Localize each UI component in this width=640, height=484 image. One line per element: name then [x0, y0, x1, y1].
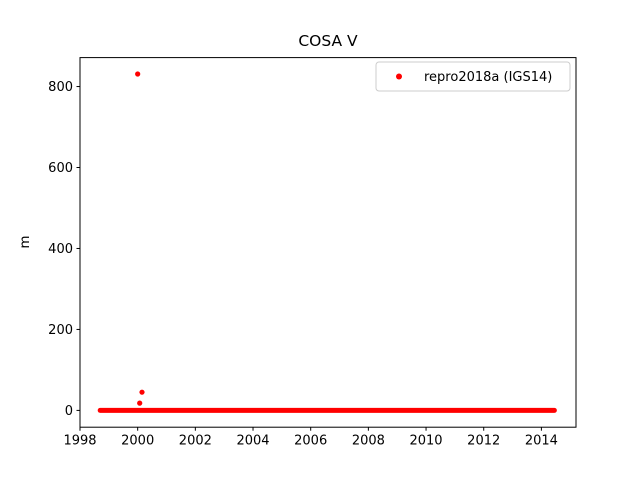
legend-marker-icon: [396, 73, 402, 80]
x-tick-label: 2010: [409, 434, 442, 449]
data-point: [135, 71, 141, 77]
legend-box: [375, 61, 571, 92]
y-tick-label: 600: [48, 161, 73, 176]
x-tick-label: 2004: [236, 434, 269, 449]
legend-label: repro2018a (IGS14): [424, 70, 552, 85]
y-axis-label: m: [17, 235, 33, 248]
y-tick-label: 400: [48, 242, 73, 257]
plot-area-border: [79, 57, 577, 428]
x-tick-label: 2000: [121, 434, 154, 449]
x-tick-label: 2002: [179, 434, 212, 449]
y-tick-label: 200: [48, 323, 73, 338]
x-tick-label: 2008: [352, 434, 385, 449]
y-tick-label: 0: [65, 404, 73, 419]
data-point: [139, 389, 145, 395]
chart-title: COSA V: [298, 32, 358, 50]
x-tick-label: 1998: [63, 434, 96, 449]
x-tick-label: 2012: [467, 434, 500, 449]
data-point: [137, 400, 143, 406]
legend: repro2018a (IGS14): [375, 61, 571, 92]
x-tick-label: 2014: [525, 434, 558, 449]
axis-ticks: 1998 2000 2002 2004 2006 2008 2010 2012 2014 0 200…: [48, 80, 558, 449]
y-tick-label: 800: [48, 80, 73, 95]
x-tick-label: 2006: [294, 434, 327, 449]
data-series: [97, 71, 557, 413]
